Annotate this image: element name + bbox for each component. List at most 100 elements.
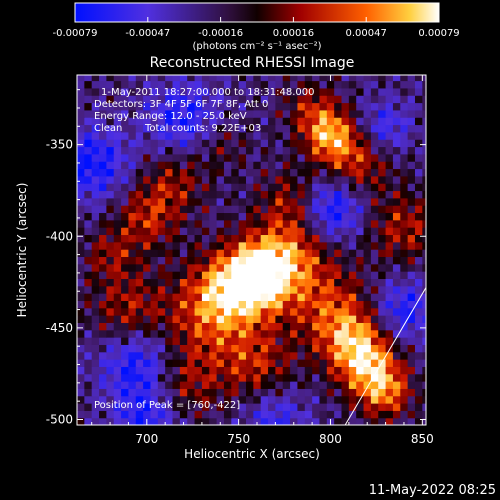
heatmap-cell — [268, 183, 276, 192]
heatmap-cell — [290, 75, 299, 82]
colorbar-tick-label: -0.00016 — [198, 28, 243, 39]
heatmap-cell — [385, 197, 394, 206]
heatmap-cell — [414, 373, 423, 382]
heatmap-cell — [378, 190, 387, 199]
heatmap-cell — [348, 395, 357, 404]
heatmap-cell — [238, 102, 247, 111]
heatmap-cell — [179, 307, 188, 316]
heatmap-cell — [385, 190, 394, 199]
heatmap-cell — [312, 117, 321, 126]
heatmap-cell — [121, 175, 130, 184]
heatmap-cell — [238, 175, 247, 184]
heatmap-cell — [407, 241, 416, 250]
heatmap-cell — [245, 153, 254, 162]
heatmap-cell — [341, 381, 350, 389]
heatmap-cell — [341, 373, 350, 382]
heatmap-cell — [363, 322, 372, 331]
heatmap-cell — [201, 146, 210, 155]
heatmap-cell — [128, 75, 137, 82]
heatmap-cell — [121, 219, 130, 228]
heatmap-cell — [348, 403, 357, 411]
heatmap-cell — [121, 153, 130, 162]
heatmap-cell — [201, 293, 210, 301]
heatmap-cell — [312, 80, 321, 89]
annotation-detectors: Detectors: 3F 4F 5F 6F 7F 8F, Att 0 — [94, 99, 268, 110]
heatmap-cell — [282, 322, 291, 331]
heatmap-cell — [275, 80, 284, 89]
heatmap-cell — [422, 395, 426, 404]
heatmap-cell — [312, 388, 321, 397]
heatmap-cell — [201, 278, 210, 287]
heatmap-cell — [128, 124, 137, 133]
heatmap-cell — [238, 227, 247, 236]
heatmap-cell — [121, 315, 130, 323]
heatmap-cell — [260, 212, 269, 221]
heatmap-cell — [363, 146, 372, 155]
heatmap-cell — [326, 256, 335, 265]
heatmap-cell — [157, 395, 166, 404]
heatmap-cell — [201, 190, 210, 199]
heatmap-cell — [282, 131, 291, 140]
heatmap-cell — [143, 278, 152, 287]
heatmap-cell — [99, 307, 107, 316]
heatmap-cell — [84, 139, 93, 148]
heatmap-cell — [253, 337, 262, 345]
heatmap-cell — [312, 102, 321, 111]
heatmap-cell — [223, 256, 232, 265]
heatmap-cell — [179, 344, 188, 353]
heatmap-cell — [334, 190, 343, 199]
heatmap-cell — [209, 95, 218, 104]
heatmap-cell — [348, 168, 357, 177]
heatmap-cell — [348, 234, 357, 243]
heatmap-cell — [99, 168, 107, 177]
heatmap-cell — [150, 351, 159, 360]
heatmap-cell — [356, 278, 365, 287]
heatmap-cell — [260, 75, 269, 82]
heatmap-cell — [99, 263, 107, 272]
heatmap-cell — [216, 234, 225, 243]
heatmap-cell — [231, 212, 240, 221]
heatmap-cell — [385, 161, 394, 170]
heatmap-cell — [113, 263, 122, 272]
heatmap-cell — [238, 219, 247, 228]
heatmap-cell — [99, 278, 107, 287]
heatmap-cell — [121, 183, 130, 192]
annotation-peak-position: Position of Peak = [760,-422] — [94, 400, 240, 411]
heatmap-cell — [370, 359, 379, 367]
heatmap-cell — [172, 131, 181, 140]
heatmap-cell — [121, 109, 130, 118]
heatmap-cell — [91, 234, 100, 243]
heatmap-cell — [194, 366, 203, 375]
heatmap-cell — [370, 109, 379, 118]
heatmap-cell — [77, 263, 85, 272]
heatmap-cell — [348, 315, 357, 323]
heatmap-cell — [150, 344, 159, 353]
heatmap-cell — [363, 175, 372, 184]
heatmap-cell — [260, 271, 269, 279]
heatmap-cell — [106, 146, 115, 155]
heatmap-cell — [282, 263, 291, 272]
heatmap-cell — [165, 417, 174, 425]
heatmap-cell — [253, 351, 262, 360]
heatmap-cell — [143, 388, 152, 397]
heatmap-cell — [326, 263, 335, 272]
heatmap-cell — [378, 329, 387, 338]
heatmap-cell — [179, 293, 188, 301]
heatmap-cell — [363, 366, 372, 375]
heatmap-cell — [238, 197, 247, 206]
heatmap-cell — [348, 322, 357, 331]
heatmap-cell — [414, 197, 423, 206]
heatmap-cell — [231, 131, 240, 140]
heatmap-cell — [165, 131, 174, 140]
heatmap-cell — [179, 190, 188, 199]
heatmap-cell — [77, 205, 85, 214]
heatmap-cell — [319, 381, 328, 389]
heatmap-cell — [150, 75, 159, 82]
heatmap-cell — [209, 146, 218, 155]
heatmap-cell — [121, 124, 130, 133]
heatmap-cell — [201, 300, 210, 309]
heatmap-cell — [282, 190, 291, 199]
heatmap-cell — [84, 344, 93, 353]
heatmap-cell — [223, 315, 232, 323]
heatmap-cell — [356, 322, 365, 331]
